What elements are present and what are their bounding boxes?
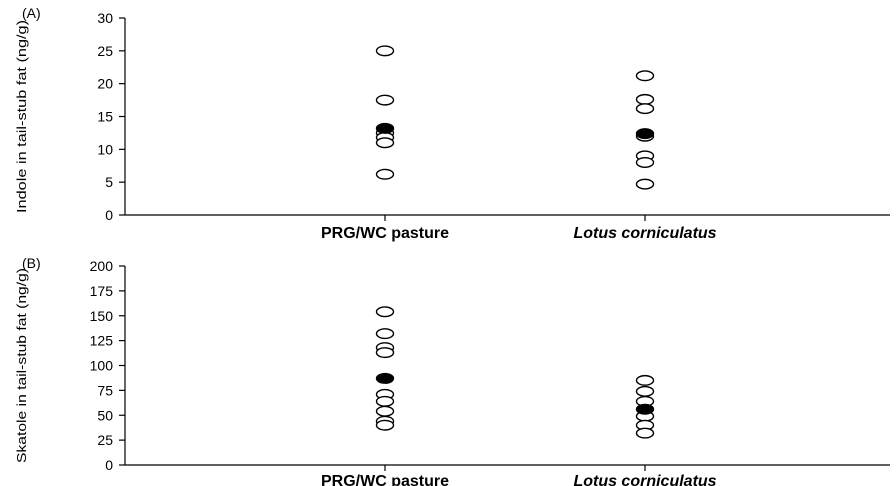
- mean-point: [635, 403, 655, 415]
- y-tick-label: 75: [97, 382, 113, 398]
- data-point: [375, 45, 395, 57]
- mean-point: [375, 122, 395, 134]
- data-point: [375, 395, 395, 407]
- y-tick-label: 200: [90, 258, 114, 274]
- y-tick-label: 175: [90, 283, 114, 299]
- y-tick-label: 25: [97, 43, 113, 59]
- y-tick-label: 10: [97, 141, 113, 157]
- data-point: [635, 156, 655, 168]
- y-tick-label: 30: [97, 10, 113, 26]
- data-point: [375, 137, 395, 149]
- data-point: [375, 94, 395, 106]
- data-point: [375, 306, 395, 318]
- y-tick-label: 15: [97, 109, 113, 125]
- data-point: [375, 328, 395, 340]
- mean-point: [635, 128, 655, 140]
- y-tick-label: 150: [90, 308, 114, 324]
- x-category-label: Lotus corniculatus: [573, 473, 716, 486]
- data-point: [635, 374, 655, 386]
- panel-label: (B): [22, 255, 41, 271]
- data-point: [375, 168, 395, 180]
- mean-point: [375, 372, 395, 384]
- data-point: [635, 70, 655, 82]
- panel-a: 0 5 10 15 20 25 30 PRG/WC pasture Lotus cornicul…: [14, 5, 890, 242]
- y-tick-label: 25: [97, 432, 113, 448]
- data-point: [375, 419, 395, 431]
- x-category-label: PRG/WC pasture: [321, 473, 449, 486]
- y-axis-title: Indole in tail-stub fat (ng/g): [14, 20, 29, 213]
- panel-b: 0 25 50 75 100 125 150 175 200 PRG/WC pasture Lotu…: [14, 255, 890, 486]
- y-tick-label: 5: [105, 174, 113, 190]
- y-tick-label: 50: [97, 407, 113, 423]
- y-tick-label: 0: [105, 457, 113, 473]
- y-tick-label: 125: [90, 333, 114, 349]
- data-point: [375, 405, 395, 417]
- data-point: [375, 347, 395, 359]
- x-category-label: PRG/WC pasture: [321, 225, 449, 242]
- data-point: [635, 103, 655, 115]
- panel-label: (A): [22, 5, 41, 21]
- y-tick-label: 100: [90, 358, 114, 374]
- x-category-label: Lotus corniculatus: [573, 225, 716, 242]
- data-point: [635, 427, 655, 439]
- data-point: [635, 385, 655, 397]
- y-axis-title: Skatole in tail-stub fat (ng/g): [14, 268, 29, 463]
- y-tick-label: 0: [105, 207, 113, 223]
- data-point: [635, 93, 655, 105]
- data-point: [635, 178, 655, 190]
- y-tick-label: 20: [97, 76, 113, 92]
